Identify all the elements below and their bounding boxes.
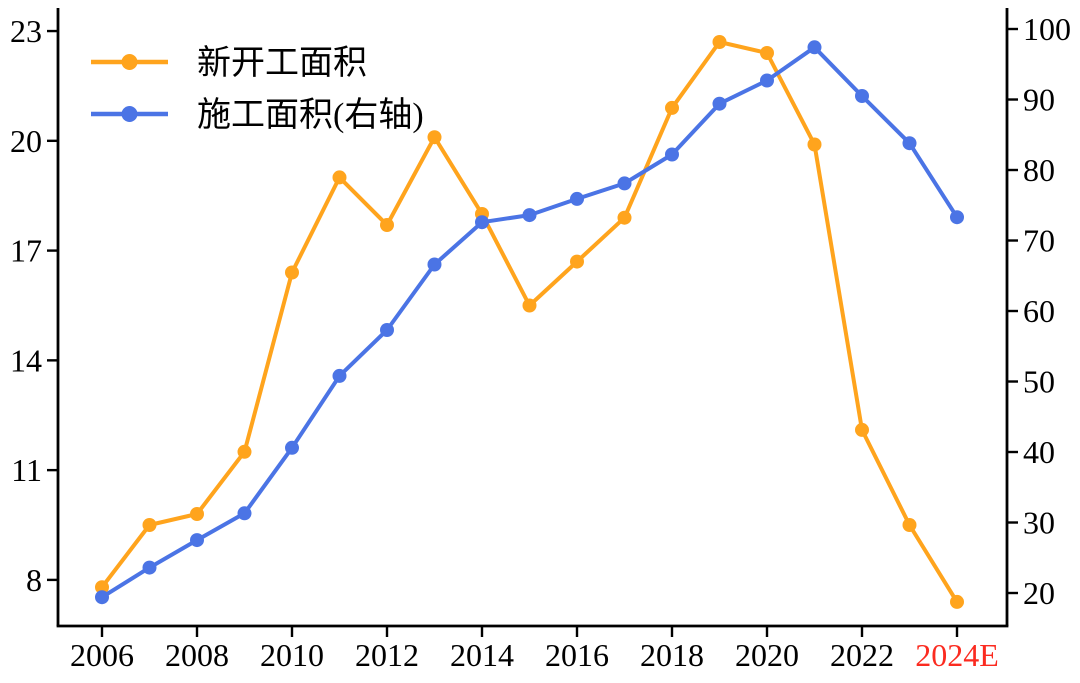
legend-item-0: 新开工面积 (91, 44, 367, 82)
data-point-marker (665, 147, 679, 162)
data-point-marker (712, 35, 727, 49)
data-point-marker (570, 254, 584, 269)
y-tick-label-left: 23 (10, 13, 42, 49)
data-point-marker (902, 518, 917, 532)
data-point-marker (807, 137, 822, 152)
y-tick-label-left: 17 (10, 233, 42, 269)
data-point-marker (285, 265, 299, 280)
data-point-marker (522, 208, 537, 223)
legend-marker (121, 54, 138, 70)
y-tick-label-left: 20 (10, 123, 42, 159)
y-tick-label-right: 30 (1023, 505, 1055, 541)
y-tick-label-right: 90 (1023, 82, 1055, 118)
data-point-marker (285, 440, 299, 455)
x-tick-label: 2022 (830, 637, 894, 673)
data-point-marker (95, 590, 109, 605)
data-point-marker (522, 298, 537, 313)
legend-marker (121, 106, 138, 122)
data-point-marker (332, 368, 347, 383)
legend-item-1: 施工面积(右轴) (91, 96, 424, 134)
data-point-marker (760, 73, 774, 88)
data-point-marker (95, 580, 109, 595)
data-point-marker (617, 176, 632, 191)
y-tick-label-right: 50 (1023, 364, 1055, 400)
x-tick-label: 2010 (260, 637, 324, 673)
data-point-marker (807, 40, 822, 55)
x-axis: 2006 2008 2010 2012 2014 2016 2018 2020 2022 2024… (70, 626, 999, 673)
y-tick-label-right: 20 (1023, 575, 1055, 611)
x-tick-label-forecast: 2024E (915, 637, 999, 673)
x-tick-label: 2020 (735, 637, 799, 673)
y-axis-right: 20 30 40 50 60 70 80 90 100 (1007, 11, 1071, 611)
y-tick-label-left: 8 (26, 562, 42, 598)
y-tick-label-right: 70 (1023, 223, 1055, 259)
data-point-marker (427, 130, 442, 145)
data-point-marker (190, 507, 204, 521)
x-tick-label: 2008 (165, 637, 229, 673)
x-tick-label: 2014 (450, 637, 514, 673)
data-point-marker (142, 518, 157, 532)
y-tick-label-right: 100 (1023, 11, 1071, 47)
data-point-marker (665, 100, 679, 115)
x-tick-label: 2018 (640, 637, 704, 673)
data-point-marker (475, 215, 489, 230)
data-point-marker (570, 191, 584, 206)
data-point-marker (617, 210, 632, 225)
data-point-marker (427, 257, 442, 272)
data-point-marker (902, 136, 917, 151)
data-point-marker (712, 96, 727, 111)
x-tick-label: 2012 (355, 637, 419, 673)
data-point-marker (190, 533, 204, 548)
data-point-marker (380, 218, 394, 232)
legend-label: 新开工面积 (197, 44, 367, 82)
y-tick-label-left: 14 (10, 342, 42, 378)
y-tick-label-right: 40 (1023, 434, 1055, 470)
data-point-marker (950, 594, 964, 609)
data-point-marker (237, 506, 252, 521)
y-axis-left: 8 11 14 17 20 23 (10, 13, 58, 598)
data-point-marker (950, 210, 964, 225)
series-new-starts (95, 35, 964, 609)
legend-label: 施工面积(右轴) (197, 96, 424, 134)
y-tick-label-left: 11 (11, 452, 42, 488)
data-point-marker (855, 422, 869, 437)
series-under-construction (95, 40, 964, 605)
data-point-marker (855, 89, 869, 103)
y-tick-label-right: 60 (1023, 293, 1055, 329)
data-point-marker (332, 170, 347, 185)
data-point-marker (760, 46, 774, 60)
data-point-marker (380, 323, 394, 337)
data-point-marker (142, 560, 157, 575)
x-tick-label: 2016 (545, 637, 609, 673)
data-point-marker (237, 444, 252, 459)
y-tick-label-right: 80 (1023, 152, 1055, 188)
x-tick-label: 2006 (70, 637, 134, 673)
